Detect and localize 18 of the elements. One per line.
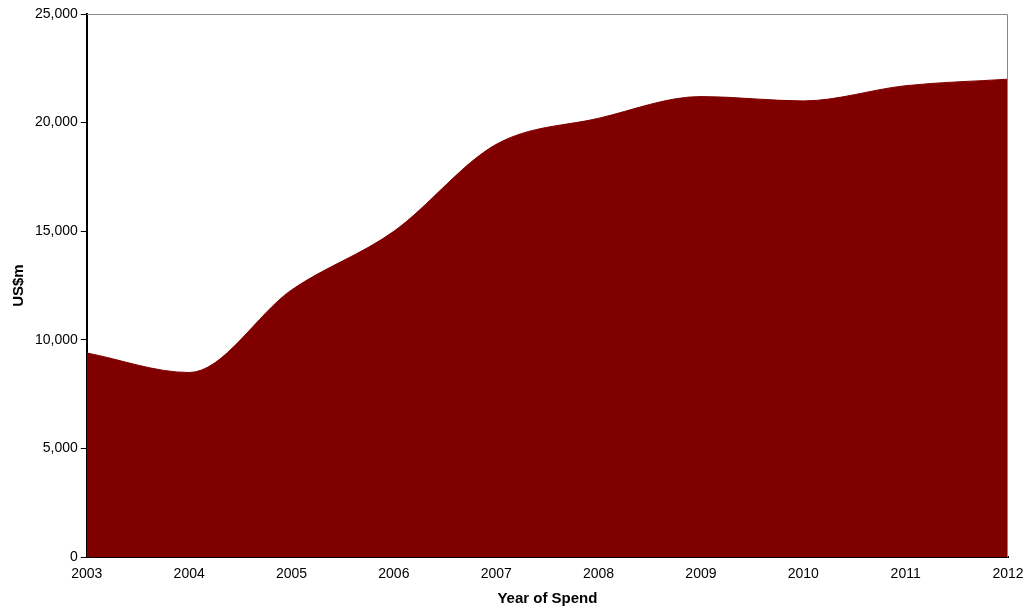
x-axis-title: Year of Spend — [497, 589, 598, 607]
y-tick-label: 15,000 — [34, 222, 79, 239]
x-tick-label: 2003 — [71, 565, 103, 582]
y-tick-label: 25,000 — [34, 4, 79, 21]
x-tick-label: 2005 — [275, 565, 308, 582]
y-tick-label: 20,000 — [34, 113, 79, 130]
y-tick-label: 0 — [70, 548, 79, 565]
x-tick-label: 2004 — [173, 565, 205, 582]
x-tick-label: 2006 — [378, 565, 410, 582]
x-tick-label: 2010 — [787, 565, 820, 582]
x-tick-label: 2009 — [685, 565, 717, 582]
y-tick-label: 10,000 — [34, 330, 79, 347]
x-tick-label: 2011 — [890, 565, 921, 582]
x-tick-label: 2008 — [583, 565, 615, 582]
y-tick-label: 5,000 — [42, 439, 79, 456]
x-tick-label: 2007 — [480, 565, 513, 582]
x-tick-label: 2012 — [992, 565, 1024, 582]
y-axis-title: US$m — [9, 264, 27, 307]
